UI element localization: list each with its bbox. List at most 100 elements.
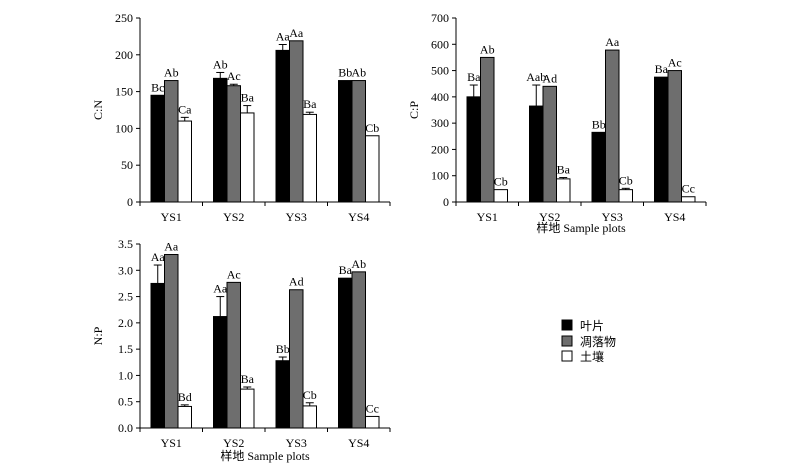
x-tick-label: YS3 — [602, 210, 623, 224]
x-tick-label: YS4 — [664, 210, 685, 224]
data-label: Ba — [557, 163, 571, 177]
bar — [226, 281, 241, 429]
bar — [667, 70, 682, 203]
bar — [591, 131, 606, 203]
x-tick-label: YS1 — [477, 210, 498, 224]
bar — [542, 85, 557, 203]
x-axis-label: 样地 Sample plots — [536, 220, 626, 235]
y-tick-label: 2.5 — [118, 290, 133, 304]
bar — [302, 113, 317, 203]
y-tick-label: 0.0 — [118, 421, 133, 435]
legend-item-soil: 土壤 — [561, 349, 604, 364]
y-tick-label: 400 — [431, 90, 449, 104]
bar — [150, 282, 165, 429]
legend-swatch-soil — [561, 350, 573, 362]
data-label: Aa — [213, 282, 228, 296]
bar — [177, 120, 192, 203]
x-tick-label: YS2 — [223, 436, 244, 450]
data-label: Ba — [655, 62, 669, 76]
y-axis-label: C:P — [407, 101, 421, 119]
y-tick-label: 150 — [115, 85, 133, 99]
bar — [351, 80, 366, 203]
data-label: Ac — [227, 69, 241, 83]
x-tick-label: YS4 — [348, 436, 369, 450]
x-axis-label: 样地 Sample plots — [220, 448, 310, 463]
bar — [556, 178, 571, 203]
y-tick-label: 50 — [121, 158, 133, 172]
data-label: Ba — [303, 97, 317, 111]
chart-panel-np: 0.0 0.5 1.0 1.5 2.0 2.5 3.0 3.5 N:P YS1 YS2 YS3 YS4 样… — [91, 237, 391, 463]
bar — [654, 76, 669, 203]
data-label: Aa — [289, 26, 304, 40]
bar — [289, 40, 304, 203]
y-tick-label: 700 — [431, 11, 449, 25]
data-label: Ab — [351, 66, 366, 80]
data-label: Ab — [351, 257, 366, 271]
x-tick-label: YS3 — [286, 210, 307, 224]
x-tick-label: YS3 — [286, 436, 307, 450]
data-label: Cb — [619, 173, 633, 187]
bar — [493, 189, 508, 203]
bar — [240, 388, 255, 429]
data-label: Ba — [467, 70, 481, 84]
bar — [480, 56, 495, 203]
data-label: Aa — [605, 35, 620, 49]
legend-label-leaf: 叶片 — [580, 319, 604, 333]
data-label: Ba — [241, 372, 255, 386]
legend-label-soil: 土壤 — [580, 349, 604, 364]
legend-item-litter: 凋落物 — [561, 335, 616, 349]
bar — [275, 49, 290, 203]
y-tick-label: 1.0 — [118, 368, 133, 382]
x-tick-label: YS4 — [348, 210, 369, 224]
data-label: Ad — [289, 275, 304, 289]
bar — [164, 80, 179, 203]
x-tick-label: YS1 — [161, 436, 182, 450]
bar — [365, 135, 380, 203]
data-label: Cb — [365, 121, 379, 135]
bar — [365, 415, 380, 429]
y-tick-label: 500 — [431, 64, 449, 78]
data-label: Cc — [682, 182, 695, 196]
bar — [226, 85, 241, 203]
x-tick-label: YS2 — [223, 210, 244, 224]
legend-label-litter: 凋落物 — [580, 335, 616, 349]
y-tick-label: 2.0 — [118, 316, 133, 330]
bar — [164, 254, 179, 429]
data-label: Cc — [366, 401, 379, 415]
data-label: Ad — [542, 71, 557, 85]
bar — [213, 316, 228, 429]
data-label: Aa — [276, 29, 291, 43]
data-label: Bb — [338, 66, 352, 80]
y-tick-label: 1.5 — [118, 342, 133, 356]
y-tick-label: 3.0 — [118, 263, 133, 277]
y-tick-label: 0.5 — [118, 395, 133, 409]
bar — [466, 96, 481, 203]
bar — [289, 289, 304, 429]
data-label: Ab — [213, 57, 228, 71]
data-label: Aa — [151, 250, 166, 264]
data-label: Ba — [339, 263, 353, 277]
bar — [275, 360, 290, 429]
bar — [338, 80, 353, 203]
y-axis-label: N:P — [91, 326, 105, 345]
y-tick-label: 100 — [431, 169, 449, 183]
bar — [338, 277, 353, 429]
y-tick-label: 100 — [115, 121, 133, 135]
chart-panel-cp: 0 100 200 300 400 500 600 700 C:P YS1 YS2 YS3 YS4 样地 … — [407, 11, 707, 235]
y-tick-label: 200 — [115, 48, 133, 62]
data-label: Cb — [303, 388, 317, 402]
legend-swatch-leaf — [561, 319, 573, 331]
bar — [240, 112, 255, 203]
data-label: Cb — [494, 175, 508, 189]
x-tick-label: YS2 — [539, 210, 560, 224]
data-label: Ab — [480, 42, 495, 56]
bar — [213, 77, 228, 203]
data-label: Ba — [241, 91, 255, 105]
legend-item-leaf: 叶片 — [561, 319, 604, 333]
data-label: Aa — [164, 240, 179, 254]
data-label: Bb — [276, 342, 290, 356]
data-label: Bc — [151, 80, 164, 94]
y-tick-label: 0 — [443, 195, 449, 209]
